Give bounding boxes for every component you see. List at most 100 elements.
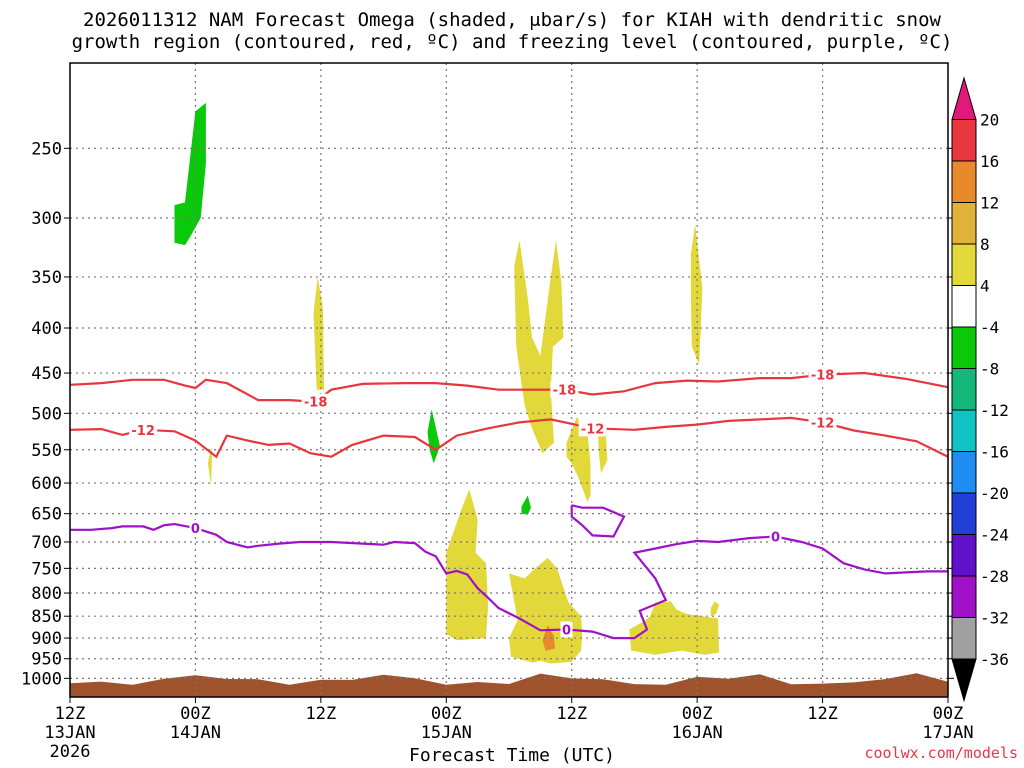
omega-shaded-region-6 bbox=[566, 417, 591, 502]
x-tick-label: 16JAN bbox=[672, 723, 723, 743]
colorbar-label: -24 bbox=[980, 526, 1009, 545]
contour-freezing_level bbox=[70, 522, 948, 640]
omega-shaded-region-12 bbox=[710, 601, 720, 617]
colorbar-label: 16 bbox=[980, 152, 999, 171]
y-tick-label: 700 bbox=[31, 533, 62, 553]
contour-label-bg bbox=[808, 366, 837, 383]
x-axis-label: Forecast Time (UTC) bbox=[409, 745, 615, 766]
y-tick-label: 750 bbox=[31, 559, 62, 579]
contour-label: -12 bbox=[581, 422, 605, 437]
contour-label: -18 bbox=[553, 384, 577, 399]
omega-shaded-region-8 bbox=[521, 495, 531, 515]
y-tick-label: 1000 bbox=[21, 669, 62, 689]
colorbar-label: -8 bbox=[980, 360, 999, 379]
contour-label: -18 bbox=[304, 396, 328, 411]
terrain-surface bbox=[70, 673, 948, 697]
contour-label-bg bbox=[560, 621, 573, 638]
colorbar-swatch bbox=[951, 617, 977, 660]
y-tick-label: 550 bbox=[31, 441, 62, 461]
colorbar-bottom-arrow bbox=[951, 658, 977, 703]
contour-label-bg bbox=[301, 393, 330, 410]
contour-label: -12 bbox=[131, 424, 155, 439]
colorbar-swatch bbox=[951, 326, 977, 369]
x-tick-label: 00Z bbox=[682, 704, 713, 724]
contour-label: -18 bbox=[811, 369, 835, 384]
colorbar-label: 8 bbox=[980, 235, 990, 254]
y-tick-label: 250 bbox=[31, 139, 62, 159]
y-tick-label: 850 bbox=[31, 607, 62, 627]
x-tick-label: 13JAN bbox=[44, 723, 95, 743]
x-tick-label: 00Z bbox=[431, 704, 462, 724]
colorbar-swatch bbox=[951, 575, 977, 618]
chart-title-line1: 2026011312 NAM Forecast Omega (shaded, μ… bbox=[83, 9, 941, 31]
y-tick-label: 650 bbox=[31, 505, 62, 525]
omega-shaded-region-1 bbox=[313, 277, 324, 390]
colorbar-swatch bbox=[951, 451, 977, 494]
contour-label: 0 bbox=[562, 623, 571, 638]
x-tick-label: 00Z bbox=[933, 704, 964, 724]
contour-dgz_bottom bbox=[69, 416, 949, 459]
omega-shaded-region-3 bbox=[427, 409, 440, 464]
contour-dgz_top bbox=[69, 371, 949, 403]
contour-label-bg bbox=[769, 528, 782, 545]
contour-freezing_loop bbox=[570, 504, 626, 538]
contour-label: 0 bbox=[191, 522, 200, 537]
omega-shaded-region-5 bbox=[690, 224, 703, 365]
y-tick-label: 300 bbox=[31, 209, 62, 229]
y-tick-label: 800 bbox=[31, 584, 62, 604]
y-tick-label: 600 bbox=[31, 474, 62, 494]
colorbar-label: -28 bbox=[980, 567, 1009, 586]
contour-label-bg bbox=[189, 520, 202, 537]
colorbar-label: -4 bbox=[980, 318, 999, 337]
y-tick-label: 450 bbox=[31, 364, 62, 384]
omega-shaded-region-4 bbox=[514, 240, 564, 454]
colorbar-label: 4 bbox=[980, 277, 990, 296]
colorbar-top-arrow bbox=[951, 76, 977, 120]
contour-label-bg bbox=[129, 421, 158, 438]
colorbar-label: -12 bbox=[980, 401, 1009, 420]
colorbar-swatch bbox=[951, 368, 977, 411]
x-tick-label: 14JAN bbox=[170, 723, 221, 743]
plot-frame bbox=[69, 62, 949, 698]
y-tick-label: 350 bbox=[31, 268, 62, 288]
x-tick-label: 12Z bbox=[305, 704, 336, 724]
y-tick-label: 500 bbox=[31, 404, 62, 424]
x-tick-label: 2026 bbox=[50, 742, 91, 762]
colorbar-label: 12 bbox=[980, 194, 999, 213]
omega-shaded-region-9 bbox=[446, 489, 489, 641]
colorbar-swatch bbox=[951, 285, 977, 328]
y-tick-label: 900 bbox=[31, 629, 62, 649]
x-tick-label: 12Z bbox=[556, 704, 587, 724]
colorbar-swatch bbox=[951, 202, 977, 245]
chart-title-line2: growth region (contoured, red, ºC) and f… bbox=[71, 31, 953, 53]
colorbar-label: -32 bbox=[980, 609, 1009, 628]
omega-shaded-region-11 bbox=[629, 601, 720, 655]
omega-shaded-region-0 bbox=[174, 102, 206, 246]
x-tick-label: 12Z bbox=[55, 704, 86, 724]
colorbar-swatch bbox=[951, 492, 977, 535]
colorbar-swatch bbox=[951, 243, 977, 286]
omega-shaded-region-13 bbox=[542, 625, 555, 651]
x-tick-label: 12Z bbox=[807, 704, 838, 724]
x-tick-label: 17JAN bbox=[922, 723, 973, 743]
contour-label: 0 bbox=[771, 530, 780, 545]
omega-shaded-region-7 bbox=[597, 424, 608, 474]
x-tick-label: 15JAN bbox=[421, 723, 472, 743]
colorbar-label: 20 bbox=[980, 111, 999, 130]
colorbar-label: -20 bbox=[980, 484, 1009, 503]
colorbar-swatch bbox=[951, 409, 977, 452]
y-tick-label: 950 bbox=[31, 650, 62, 670]
omega-shaded-region-2 bbox=[208, 446, 213, 487]
colorbar-label: -16 bbox=[980, 443, 1009, 462]
contour-label-bg bbox=[550, 381, 579, 398]
contour-label-bg bbox=[578, 420, 607, 437]
colorbar-swatch bbox=[951, 160, 977, 203]
contour-label: -12 bbox=[811, 416, 835, 431]
contour-label-bg bbox=[808, 414, 837, 431]
colorbar-swatch bbox=[951, 119, 977, 162]
colorbar-swatch bbox=[951, 534, 977, 577]
source-credit[interactable]: coolwx.com/models bbox=[864, 744, 1018, 762]
x-tick-label: 00Z bbox=[180, 704, 211, 724]
y-tick-label: 400 bbox=[31, 319, 62, 339]
